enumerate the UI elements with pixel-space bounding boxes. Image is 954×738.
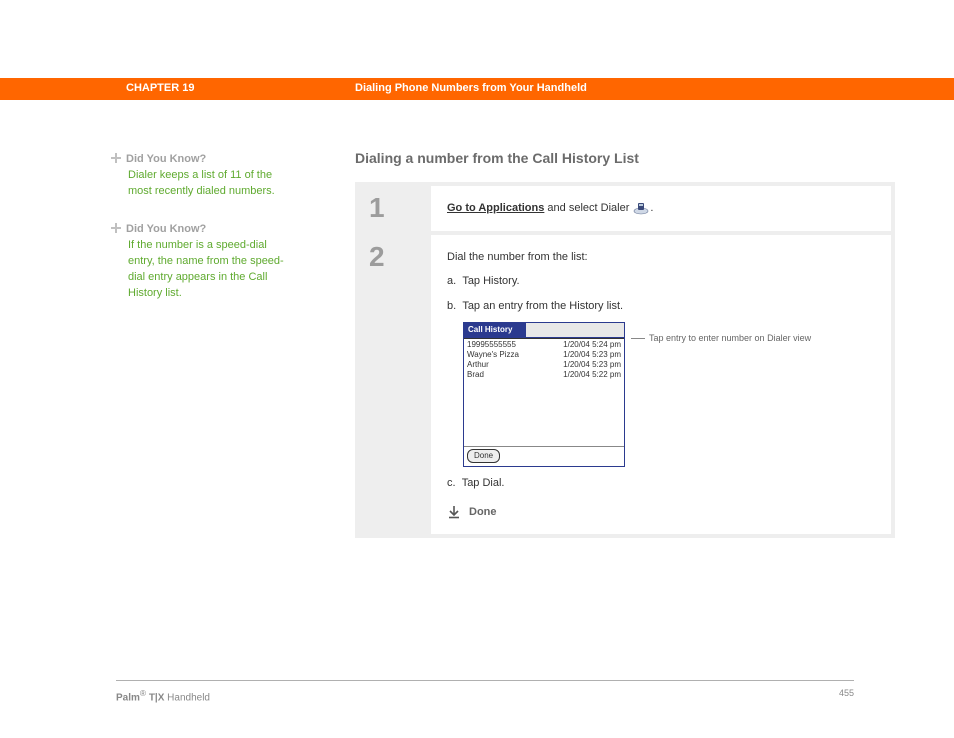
callout: Tap entry to enter number on Dialer view <box>631 332 811 346</box>
tip-block: Did You Know? Dialer keeps a list of 11 … <box>110 150 290 200</box>
substep-label: b. <box>447 300 456 312</box>
step1-period: . <box>650 202 653 214</box>
substep-text: Tap History. <box>462 275 519 287</box>
chapter-title: Dialing Phone Numbers from Your Handheld <box>355 82 587 94</box>
history-footer: Done <box>464 446 624 466</box>
step-body: Dial the number from the list: a. Tap Hi… <box>431 235 891 535</box>
tip-title: Did You Know? <box>126 153 206 165</box>
substep-text: Tap Dial. <box>462 477 505 489</box>
section-title: Dialing a number from the Call History L… <box>355 150 895 166</box>
footer-brand-bold: Palm <box>116 692 140 703</box>
callout-line <box>631 338 645 339</box>
substep: b. Tap an entry from the History list. <box>447 298 875 315</box>
go-to-applications-link[interactable]: Go to Applications <box>447 202 544 214</box>
history-name: Brad <box>467 370 484 380</box>
step-row: 1 Go to Applications and select Dialer . <box>359 186 891 231</box>
sidebar: Did You Know? Dialer keeps a list of 11 … <box>110 150 290 322</box>
main-content: Dialing a number from the Call History L… <box>355 150 895 538</box>
substep: a. Tap History. <box>447 273 875 290</box>
history-name: 19995555555 <box>467 340 516 350</box>
step-number: 1 <box>369 192 385 223</box>
step-body: Go to Applications and select Dialer . <box>431 186 891 231</box>
steps-block: 1 Go to Applications and select Dialer .… <box>355 182 895 538</box>
tip-block: Did You Know? If the number is a speed-d… <box>110 220 290 302</box>
chapter-label: CHAPTER 19 <box>126 82 194 94</box>
history-list: 19995555555 1/20/04 5:24 pm Wayne's Pizza… <box>464 338 624 446</box>
step1-tail: and select Dialer <box>544 202 632 214</box>
history-area: Call History 19995555555 1/20/04 5:24 pm … <box>463 322 875 467</box>
history-row[interactable]: 19995555555 1/20/04 5:24 pm <box>467 340 621 350</box>
history-title-fill <box>526 323 624 337</box>
footer-page: 455 <box>839 688 854 698</box>
step-number: 2 <box>369 241 385 272</box>
history-row[interactable]: Arthur 1/20/04 5:23 pm <box>467 360 621 370</box>
history-ts: 1/20/04 5:22 pm <box>563 370 621 380</box>
history-ts: 1/20/04 5:23 pm <box>563 360 621 370</box>
footer-rule <box>116 680 854 681</box>
callout-text: Tap entry to enter number on Dialer view <box>649 332 811 346</box>
history-ts: 1/20/04 5:23 pm <box>563 350 621 360</box>
history-done-button[interactable]: Done <box>467 449 500 463</box>
step-row: 2 Dial the number from the list: a. Tap … <box>359 235 891 535</box>
plus-icon <box>110 222 122 234</box>
substep-text: Tap an entry from the History list. <box>462 300 623 312</box>
chapter-header: CHAPTER 19 Dialing Phone Numbers from Yo… <box>0 78 954 100</box>
substep-label: c. <box>447 477 456 489</box>
history-name: Wayne's Pizza <box>467 350 519 360</box>
dialer-icon <box>632 201 650 215</box>
step-num-cell: 2 <box>359 235 431 535</box>
step2-intro: Dial the number from the list: <box>447 249 875 266</box>
call-history-window: Call History 19995555555 1/20/04 5:24 pm … <box>463 322 625 467</box>
footer-brand-tail: Handheld <box>164 692 210 703</box>
substep-label: a. <box>447 275 456 287</box>
history-title: Call History <box>464 323 526 337</box>
done-row: Done <box>447 504 875 521</box>
substep: c. Tap Dial. <box>447 475 875 492</box>
history-row[interactable]: Wayne's Pizza 1/20/04 5:23 pm <box>467 350 621 360</box>
history-name: Arthur <box>467 360 489 370</box>
plus-icon <box>110 152 122 164</box>
tip-body: If the number is a speed-dial entry, the… <box>128 238 290 302</box>
done-label: Done <box>469 504 497 521</box>
history-ts: 1/20/04 5:24 pm <box>563 340 621 350</box>
history-titlebar: Call History <box>464 323 624 338</box>
tip-title: Did You Know? <box>126 223 206 235</box>
tip-body: Dialer keeps a list of 11 of the most re… <box>128 168 290 200</box>
footer-brand: Palm® T|X Handheld <box>116 688 210 703</box>
history-row[interactable]: Brad 1/20/04 5:22 pm <box>467 370 621 380</box>
footer-brand-model: T|X <box>146 692 164 703</box>
step-num-cell: 1 <box>359 186 431 231</box>
done-arrow-icon <box>447 505 461 519</box>
